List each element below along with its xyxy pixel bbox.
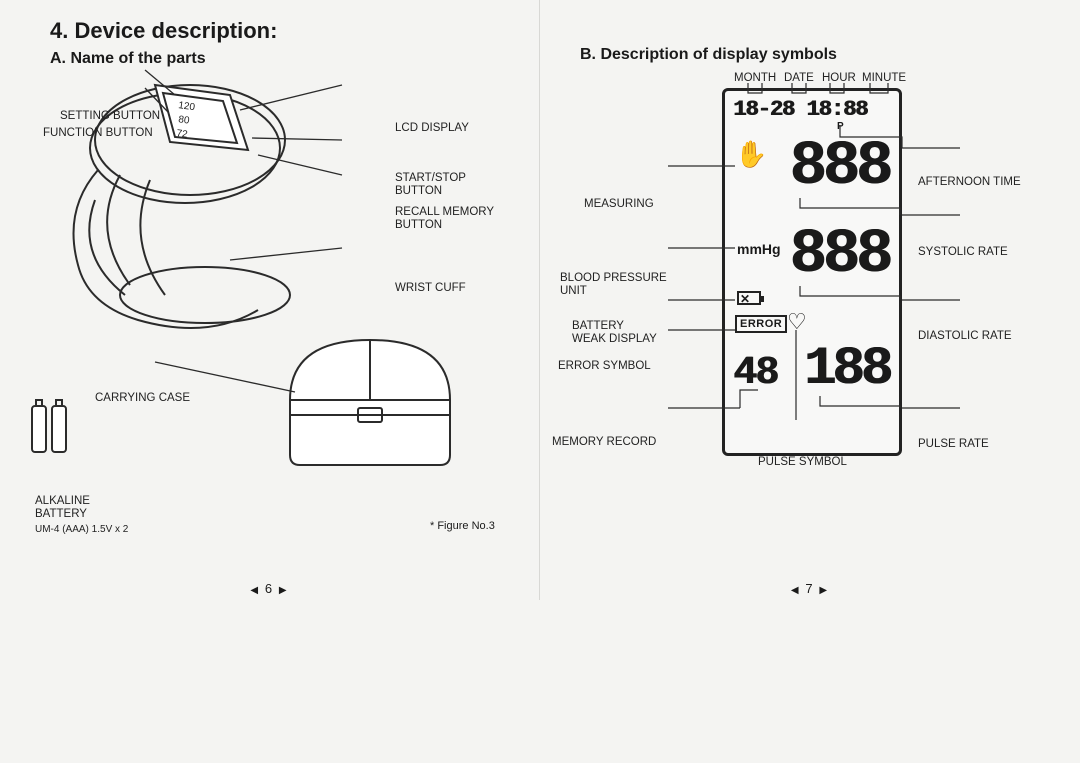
- label-bp-unit: BLOOD PRESSURE UNIT: [560, 272, 667, 298]
- page-right: B. Description of display symbols MONTH …: [540, 0, 1080, 600]
- label-error-symbol: ERROR SYMBOL: [558, 360, 651, 373]
- label-diastolic: DIASTOLIC RATE: [918, 330, 1012, 343]
- label-systolic: SYSTOLIC RATE: [918, 246, 1008, 259]
- parts-diagram: 120 80 72: [0, 0, 540, 560]
- label-pulse-symbol: PULSE SYMBOL: [758, 456, 847, 469]
- svg-text:80: 80: [178, 114, 191, 127]
- label-recall-memory: RECALL MEMORY BUTTON: [395, 206, 494, 232]
- label-setting-button: SETTING BUTTON: [60, 110, 160, 123]
- label-afternoon: AFTERNOON TIME: [918, 176, 1021, 189]
- label-battery-weak: BATTERY WEAK DISPLAY: [572, 320, 657, 346]
- page-number-right: 7: [791, 581, 829, 596]
- label-function-button: FUNCTION BUTTON: [43, 127, 153, 140]
- label-alkaline-battery: ALKALINE BATTERY: [35, 495, 90, 521]
- page-left: 4. Device description: A. Name of the pa…: [0, 0, 540, 600]
- svg-text:72: 72: [176, 128, 189, 141]
- label-measuring: MEASURING: [584, 198, 654, 211]
- page-number-left: 6: [250, 581, 288, 596]
- label-wrist-cuff: WRIST CUFF: [395, 282, 466, 295]
- label-lcd-display: LCD DISPLAY: [395, 122, 469, 135]
- label-carrying-case: CARRYING CASE: [95, 392, 190, 405]
- label-start-stop: START/STOP BUTTON: [395, 172, 466, 198]
- label-pulse-rate: PULSE RATE: [918, 438, 989, 451]
- figure-caption: * Figure No.3: [430, 520, 495, 532]
- label-battery-spec: UM-4 (AAA) 1.5V x 2: [35, 524, 128, 536]
- label-memory-record: MEMORY RECORD: [552, 436, 656, 449]
